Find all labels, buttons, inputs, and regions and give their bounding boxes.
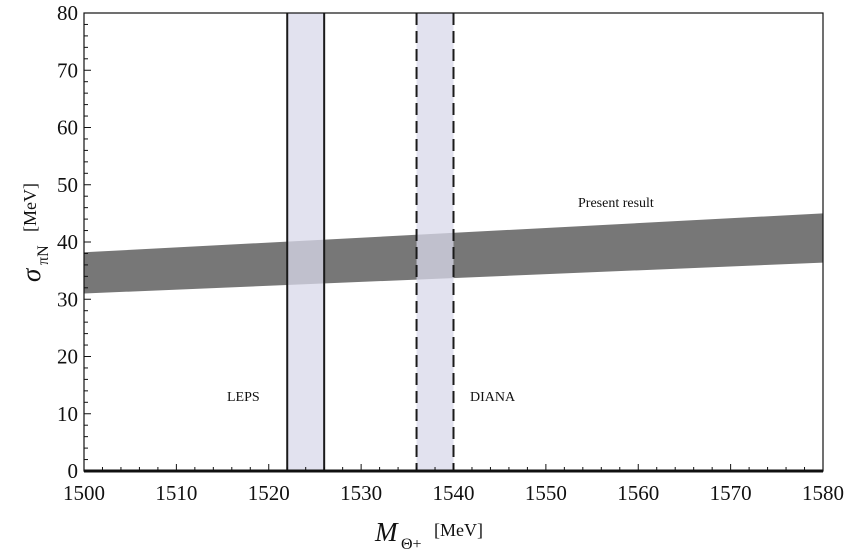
x-axis: 1500 1510 1520 1530 1540 1550 1560 1570 1580 [63,464,844,505]
leps-label: LEPS [227,390,260,405]
y-tick-label: 30 [57,287,78,311]
x-tick-label: 1580 [802,481,844,505]
y-axis-subscript: πN [35,245,52,265]
y-tick-label: 50 [57,173,78,197]
x-axis-symbol: M [374,517,399,547]
present-result-label: Present result [578,196,654,211]
x-tick-label: 1510 [155,481,197,505]
plot-area [83,12,824,473]
x-axis-unit: [MeV] [434,520,483,540]
x-axis-title: M Θ+ [MeV] [374,517,483,550]
x-tick-label: 1570 [710,481,752,505]
y-axis-unit: [MeV] [20,183,40,232]
x-tick-label: 1500 [63,481,105,505]
y-tick-label: 0 [68,459,79,483]
x-tick-label: 1540 [433,481,475,505]
x-tick-label: 1520 [248,481,290,505]
x-tick-label: 1560 [617,481,659,505]
y-tick-label: 70 [57,58,78,82]
y-tick-label: 80 [57,1,78,25]
x-axis-subscript: Θ+ [401,536,422,550]
leps-band [287,13,325,471]
y-axis-symbol: σ [16,267,46,282]
y-tick-label: 40 [57,230,78,254]
x-tick-label: 1530 [340,481,382,505]
y-axis: 0 10 20 30 40 50 60 70 80 [57,1,91,483]
y-axis-title: σ πN [MeV] [16,183,52,282]
y-tick-label: 20 [57,345,78,369]
x-tick-label: 1550 [525,481,567,505]
diana-band [416,13,454,471]
y-tick-label: 60 [57,116,78,140]
diana-label: DIANA [470,390,516,405]
y-tick-label: 10 [57,402,78,426]
